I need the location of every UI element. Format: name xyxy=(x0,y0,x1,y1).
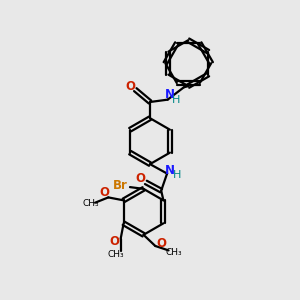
Text: CH₃: CH₃ xyxy=(82,199,99,208)
Text: Br: Br xyxy=(113,179,128,192)
Text: H: H xyxy=(172,94,181,105)
Text: O: O xyxy=(99,186,109,199)
Text: N: N xyxy=(164,164,174,176)
Text: CH₃: CH₃ xyxy=(166,248,182,257)
Text: O: O xyxy=(109,235,119,248)
Text: O: O xyxy=(156,237,166,250)
Text: O: O xyxy=(136,172,146,185)
Text: N: N xyxy=(164,88,174,101)
Text: H: H xyxy=(173,170,182,180)
Text: O: O xyxy=(125,80,135,93)
Text: CH₃: CH₃ xyxy=(107,250,124,259)
